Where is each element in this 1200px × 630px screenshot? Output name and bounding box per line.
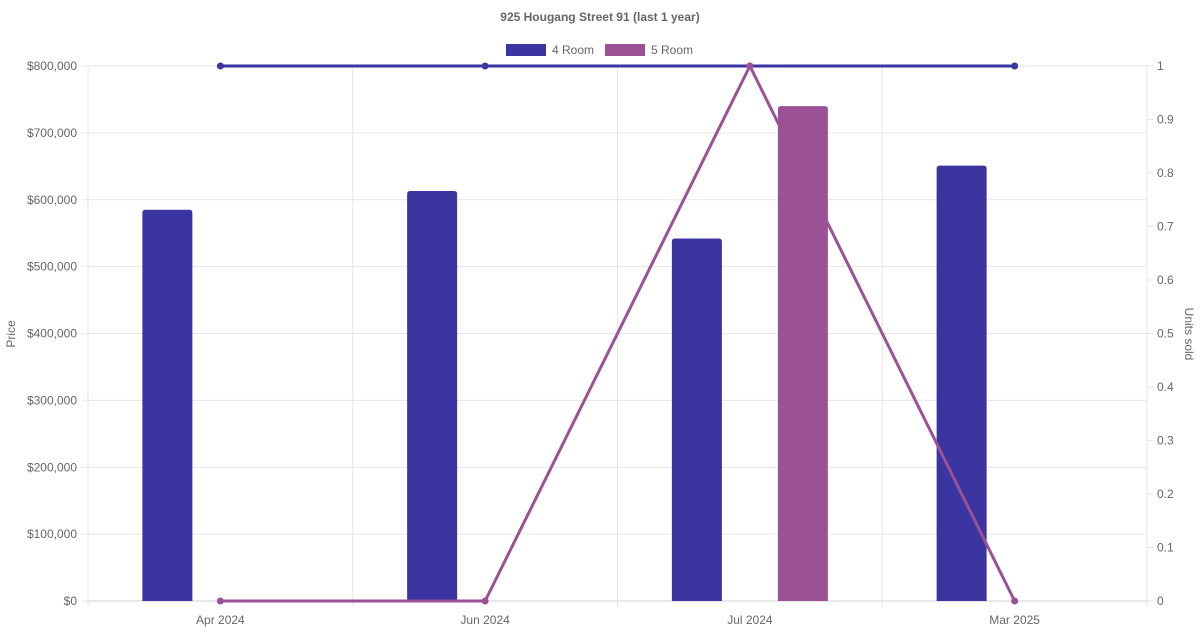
- point-units-4-room: [481, 62, 489, 70]
- y-right-tick-label: 0.7: [1157, 220, 1174, 234]
- y-left-tick-label: $200,000: [27, 460, 77, 474]
- y-left-tick-label: $500,000: [27, 260, 77, 274]
- y-right-tick-label: 0.1: [1157, 541, 1174, 555]
- point-units-5-room: [481, 597, 489, 605]
- legend-label-5-room: 5 Room: [651, 43, 693, 57]
- y-left-tick-label: $400,000: [27, 327, 77, 341]
- point-units-4-room: [216, 62, 224, 70]
- legend-item-4-room[interactable]: 4 Room: [506, 43, 594, 57]
- bar-4-room: [936, 165, 987, 602]
- bar-4-room: [671, 238, 722, 601]
- y-axis-left-label: Price: [4, 320, 18, 348]
- y-right-tick-label: 1: [1157, 59, 1164, 73]
- point-units-5-room: [216, 597, 224, 605]
- bar-5-room: [777, 106, 828, 601]
- unit-lines: [216, 62, 1019, 605]
- line-units-5-room: [220, 64, 1016, 603]
- right-axis-ticks: 0 0.1 0.2 0.3 0.4 0.5 0.6 0.7 0.8 0.9 1: [1157, 59, 1174, 608]
- bar-4-room: [407, 191, 458, 601]
- y-axis-right-label: Units sold: [1182, 308, 1196, 361]
- y-left-tick-label: $0: [64, 594, 78, 608]
- x-axis-ticks: Apr 2024 Jun 2024 Jul 2024 Mar 2025: [196, 613, 1040, 627]
- point-units-5-room: [746, 62, 754, 70]
- y-left-tick-label: $600,000: [27, 193, 77, 207]
- point-units-4-room: [1011, 62, 1019, 70]
- bar-4-room: [142, 209, 193, 601]
- chart-title: 925 Hougang Street 91 (last 1 year): [500, 10, 699, 24]
- y-left-tick-label: $800,000: [27, 59, 77, 73]
- y-right-tick-label: 0.3: [1157, 434, 1174, 448]
- legend-swatch-5-room: [605, 44, 645, 56]
- legend-label-4-room: 4 Room: [552, 43, 594, 57]
- legend-item-5-room[interactable]: 5 Room: [605, 43, 693, 57]
- y-right-tick-label: 0.4: [1157, 380, 1174, 394]
- x-tick-label: Apr 2024: [196, 613, 245, 627]
- y-right-tick-label: 0.2: [1157, 487, 1174, 501]
- y-right-tick-label: 0.6: [1157, 273, 1174, 287]
- legend: 4 Room 5 Room: [506, 43, 693, 57]
- x-tick-label: Jul 2024: [727, 613, 773, 627]
- left-axis-ticks: $0 $100,000 $200,000 $300,000 $400,000 $500,0…: [27, 59, 77, 608]
- x-tick-label: Jun 2024: [460, 613, 510, 627]
- y-right-tick-label: 0.5: [1157, 327, 1174, 341]
- y-right-tick-label: 0.9: [1157, 113, 1174, 127]
- legend-swatch-4-room: [506, 44, 546, 56]
- y-right-tick-label: 0.8: [1157, 166, 1174, 180]
- bars: [142, 106, 987, 602]
- point-units-5-room: [1011, 597, 1019, 605]
- y-left-tick-label: $700,000: [27, 126, 77, 140]
- x-tick-label: Mar 2025: [989, 613, 1040, 627]
- y-left-tick-label: $300,000: [27, 393, 77, 407]
- y-left-tick-label: $100,000: [27, 527, 77, 541]
- y-right-tick-label: 0: [1157, 594, 1164, 608]
